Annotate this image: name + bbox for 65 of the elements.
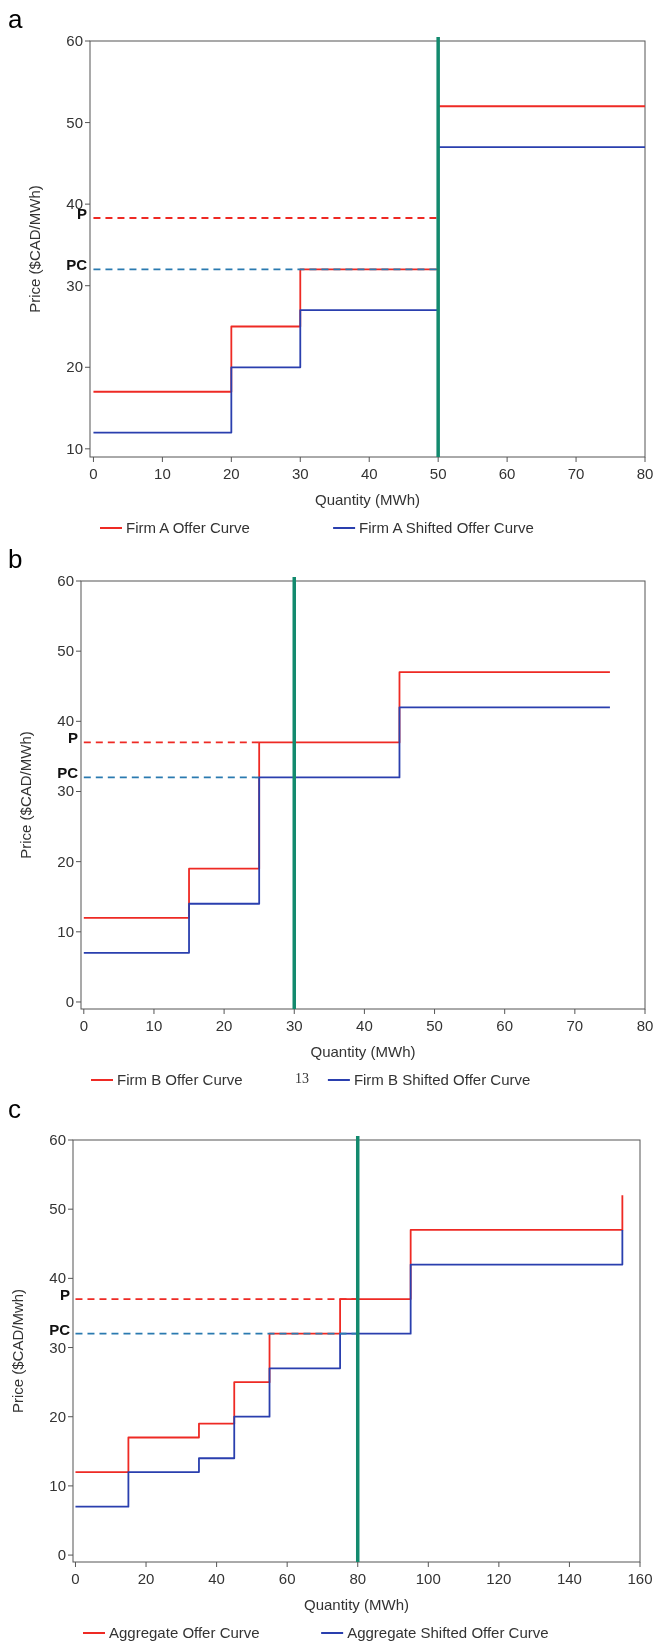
y-tick-label: 60	[49, 1131, 66, 1148]
series-label: PC	[66, 256, 88, 274]
y-tick-label: 20	[57, 852, 74, 870]
legend-label: Aggregate Offer Curve	[109, 1624, 260, 1641]
x-axis-title: Quantity (MWh)	[310, 1043, 416, 1060]
x-tick-label: 120	[486, 1570, 512, 1587]
series-label: PC	[49, 1320, 71, 1338]
y-axis-title: Price ($CAD/Mwh)	[9, 1288, 26, 1414]
x-tick-label: 0	[89, 465, 98, 482]
x-tick-label: 50	[426, 1017, 443, 1034]
x-tick-label: 20	[222, 465, 240, 482]
x-axis-title: Quantity (MWh)	[303, 1596, 410, 1613]
y-axis-title: Price ($CAD/MWh)	[26, 185, 43, 313]
y-tick-label: 30	[49, 1338, 66, 1356]
x-tick-label: 40	[356, 1017, 373, 1034]
x-tick-label: 20	[215, 1017, 233, 1034]
y-tick-label: 40	[57, 712, 74, 730]
chart-title: a	[8, 4, 23, 34]
x-axis-title: Quantity (MWh)	[314, 491, 421, 508]
y-tick-label: 20	[66, 358, 83, 376]
y-tick-label: 0	[57, 1546, 66, 1564]
x-tick-label: 10	[154, 465, 171, 482]
series-label: P	[59, 1286, 70, 1304]
y-tick-label: 20	[49, 1407, 66, 1425]
x-tick-label: 80	[636, 465, 654, 482]
y-tick-label: 50	[57, 642, 74, 660]
y-tick-label: 30	[57, 782, 74, 800]
x-tick-label: 30	[285, 1017, 303, 1034]
x-tick-label: 100	[415, 1570, 441, 1587]
y-tick-label: 60	[66, 32, 83, 49]
text: 13	[294, 1071, 309, 1086]
legend-label: Firm B Shifted Offer Curve	[353, 1071, 531, 1088]
y-tick-label: 10	[66, 439, 83, 457]
x-tick-label: 50	[429, 465, 447, 482]
y-tick-label: 50	[66, 113, 83, 131]
legend-label: Firm A Offer Curve	[126, 519, 250, 536]
y-axis-title: Price ($CAD/MWh)	[17, 731, 34, 859]
x-tick-label: 60	[278, 1570, 296, 1587]
series-label: P	[67, 729, 78, 747]
x-tick-label: 40	[208, 1570, 225, 1587]
x-tick-label: 70	[566, 1017, 584, 1034]
y-tick-label: 50	[49, 1200, 66, 1218]
x-tick-label: 60	[496, 1017, 514, 1034]
chart-title: b	[8, 544, 23, 574]
legend-label: Firm B Offer Curve	[117, 1071, 243, 1088]
x-tick-label: 160	[627, 1570, 653, 1587]
y-tick-label: 10	[49, 1476, 66, 1494]
legend-label: Firm A Shifted Offer Curve	[359, 519, 534, 536]
x-tick-label: 40	[360, 465, 378, 482]
y-tick-label: 30	[66, 276, 83, 294]
x-tick-label: 60	[498, 465, 516, 482]
series-label: PC	[57, 764, 79, 782]
x-tick-label: 70	[567, 465, 585, 482]
y-tick-label: 60	[57, 572, 74, 589]
y-tick-label: 0	[65, 992, 74, 1010]
x-tick-label: 30	[291, 465, 309, 482]
chart-title: c	[8, 1094, 21, 1124]
x-tick-label: 140	[556, 1570, 582, 1587]
legend-label: Aggregate Shifted Offer Curve	[347, 1624, 549, 1641]
x-tick-label: 10	[145, 1017, 163, 1034]
x-tick-label: 80	[636, 1017, 654, 1034]
y-tick-label: 40	[49, 1269, 66, 1287]
x-tick-label: 20	[137, 1570, 155, 1587]
x-tick-label: 80	[349, 1570, 367, 1587]
y-tick-label: 10	[57, 922, 74, 940]
